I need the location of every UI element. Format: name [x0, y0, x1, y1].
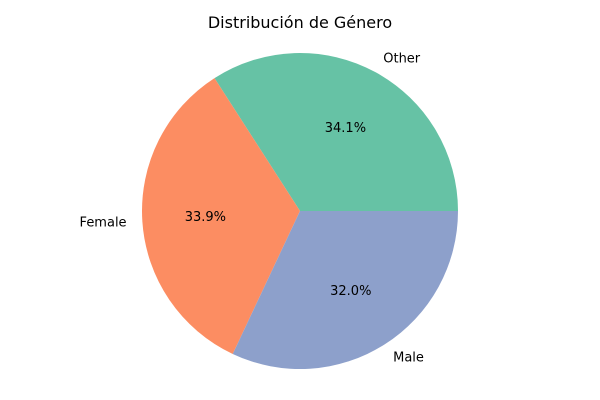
pie-slices	[142, 52, 458, 370]
slice-label-male: Male	[393, 351, 424, 366]
chart-title: Distribución de Género	[208, 13, 392, 32]
pie-slice-other	[214, 52, 458, 212]
pct-label-male: 32.0%	[330, 284, 371, 299]
slice-label-other: Other	[383, 51, 421, 66]
pct-label-female: 33.9%	[185, 210, 226, 225]
pie-slice-female	[142, 78, 300, 354]
pie-labels: Other 34.1% Female 33.9% Male 32.0%	[80, 51, 424, 365]
pct-label-other: 34.1%	[325, 121, 366, 136]
pie-slice-male	[232, 211, 458, 370]
slice-label-female: Female	[80, 215, 127, 230]
